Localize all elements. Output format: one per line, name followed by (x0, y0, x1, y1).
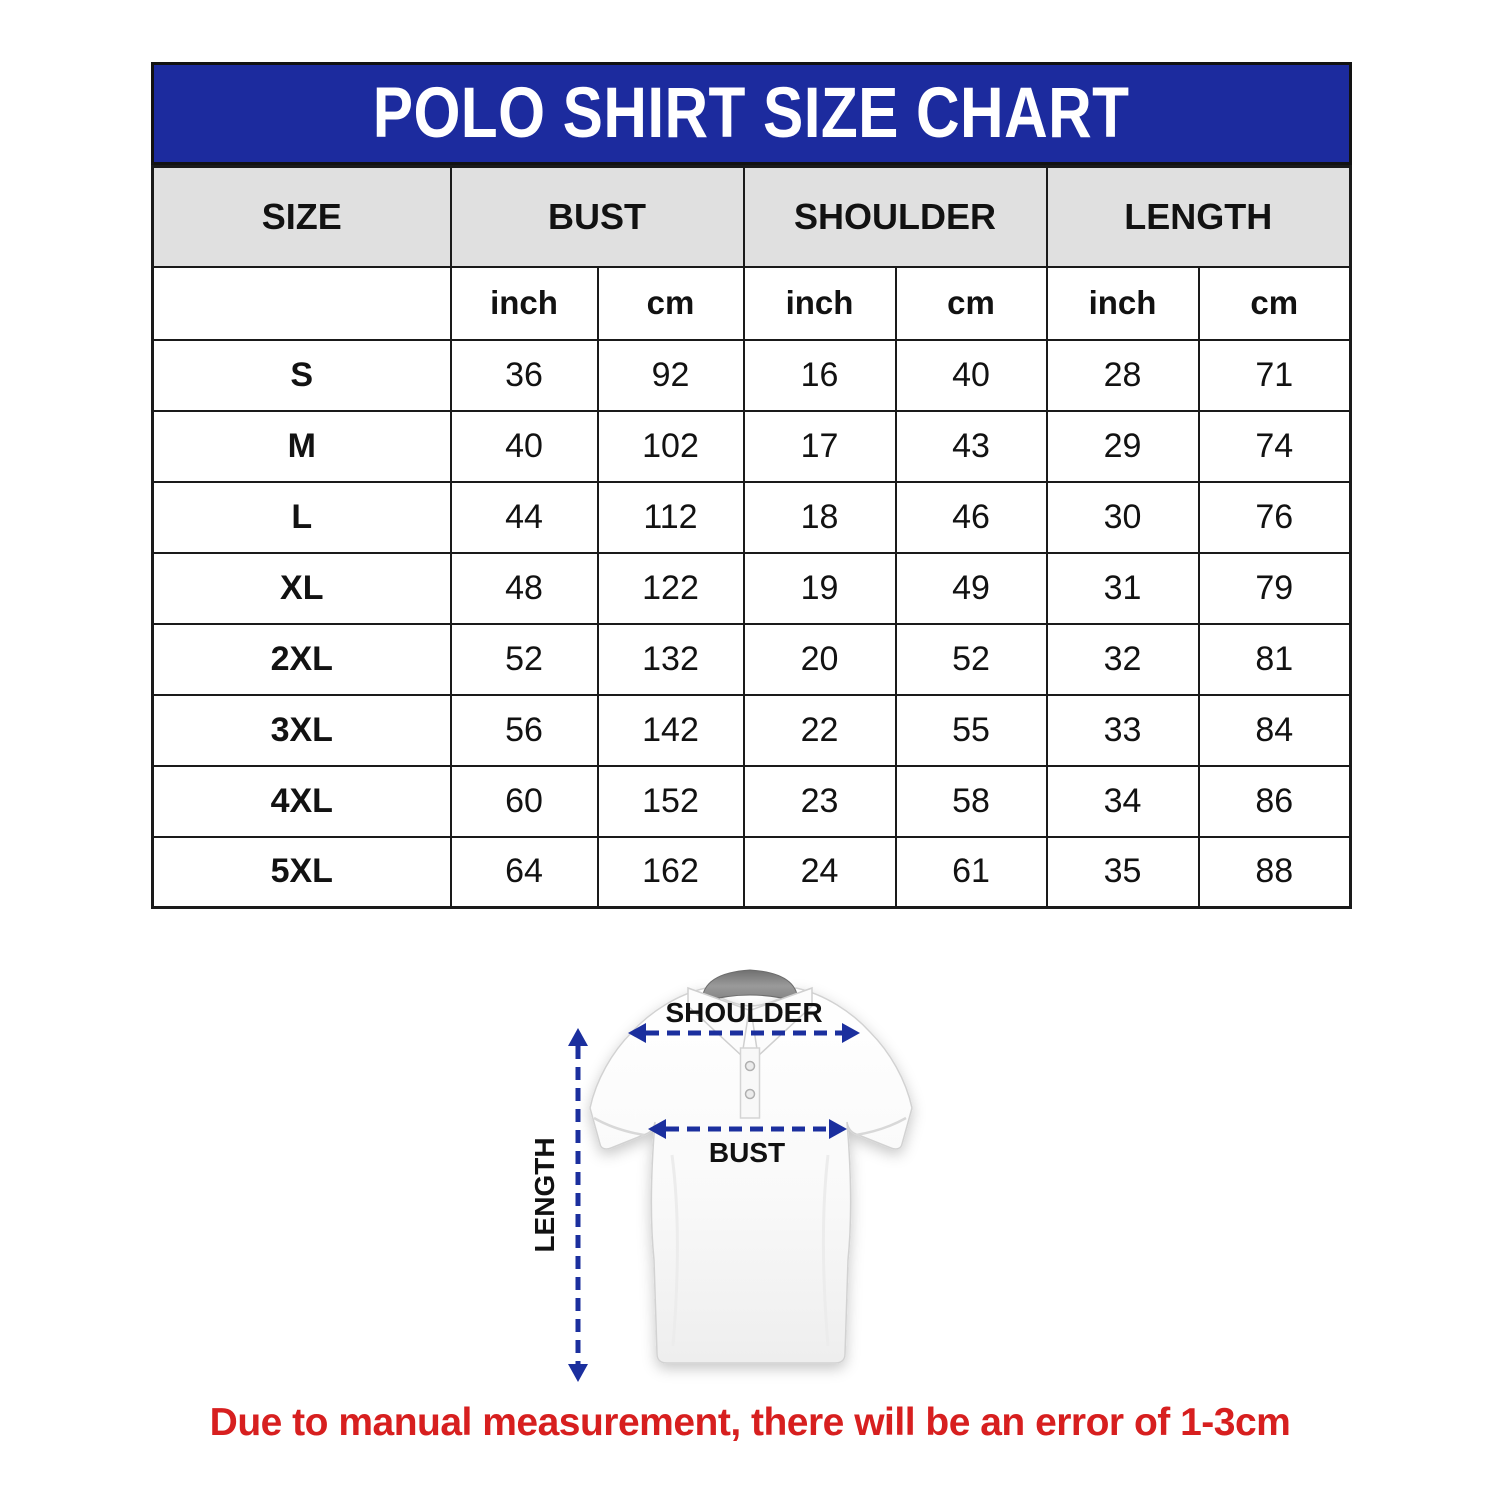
button-icon (744, 1088, 756, 1100)
value-cell: 52 (449, 622, 599, 696)
value-cell: 31 (1045, 551, 1200, 625)
empty-cell (151, 265, 452, 341)
value-cell: 23 (742, 764, 897, 838)
value-cell: 36 (449, 338, 599, 412)
value-cell: 46 (894, 480, 1048, 554)
value-cell: 20 (742, 622, 897, 696)
value-cell: 32 (1045, 622, 1200, 696)
value-cell: 16 (742, 338, 897, 412)
value-cell: 84 (1197, 693, 1352, 767)
unit-cell: cm (596, 265, 745, 341)
value-cell: 132 (596, 622, 745, 696)
length-arrow (568, 1028, 588, 1382)
value-cell: 92 (596, 338, 745, 412)
size-cell: 4XL (151, 764, 452, 838)
size-cell: XL (151, 551, 452, 625)
value-cell: 52 (894, 622, 1048, 696)
value-cell: 34 (1045, 764, 1200, 838)
value-cell: 33 (1045, 693, 1200, 767)
col-header-shoulder: SHOULDER (742, 165, 1048, 268)
table-row: M 40 102 17 43 29 74 (151, 409, 1352, 483)
value-cell: 28 (1045, 338, 1200, 412)
value-cell: 18 (742, 480, 897, 554)
value-cell: 122 (596, 551, 745, 625)
value-cell: 79 (1197, 551, 1352, 625)
value-cell: 56 (449, 693, 599, 767)
size-cell: 5XL (151, 835, 452, 909)
size-chart-table: SIZE BUST SHOULDER LENGTH inch cm inch c… (151, 165, 1353, 909)
value-cell: 22 (742, 693, 897, 767)
value-cell: 40 (449, 409, 599, 483)
value-cell: 19 (742, 551, 897, 625)
value-cell: 142 (596, 693, 745, 767)
unit-cell: inch (1045, 265, 1200, 341)
unit-cell: cm (894, 265, 1048, 341)
value-cell: 35 (1045, 835, 1200, 909)
placket (739, 1047, 761, 1119)
sleeve-seam-right (855, 1116, 907, 1137)
value-cell: 30 (1045, 480, 1200, 554)
size-cell: S (151, 338, 452, 412)
value-cell: 102 (596, 409, 745, 483)
value-cell: 112 (596, 480, 745, 554)
size-cell: 3XL (151, 693, 452, 767)
value-cell: 40 (894, 338, 1048, 412)
page-title: POLO SHIRT SIZE CHART (373, 74, 1130, 153)
value-cell: 55 (894, 693, 1048, 767)
size-cell: L (151, 480, 452, 554)
value-cell: 61 (894, 835, 1048, 909)
value-cell: 71 (1197, 338, 1352, 412)
table-row: XL 48 122 19 49 31 79 (151, 551, 1352, 625)
table-row: 3XL 56 142 22 55 33 84 (151, 693, 1352, 767)
collar-stand (701, 969, 799, 1003)
value-cell: 74 (1197, 409, 1352, 483)
value-cell: 81 (1197, 622, 1352, 696)
table-row: 2XL 52 132 20 52 32 81 (151, 622, 1352, 696)
value-cell: 49 (894, 551, 1048, 625)
value-cell: 88 (1197, 835, 1352, 909)
body-crease-right (821, 1154, 830, 1347)
button-icon (744, 1060, 756, 1072)
polo-shirt-graphic (589, 969, 913, 1364)
unit-cell: inch (742, 265, 897, 341)
value-cell: 60 (449, 764, 599, 838)
table-row: 5XL 64 162 24 61 35 88 (151, 835, 1352, 909)
table-row: L 44 112 18 46 30 76 (151, 480, 1352, 554)
shoulder-label: SHOULDER (665, 997, 822, 1028)
value-cell: 162 (596, 835, 745, 909)
col-header-size: SIZE (151, 165, 452, 268)
table-row: S 36 92 16 40 28 71 (151, 338, 1352, 412)
unit-header-row: inch cm inch cm inch cm (151, 265, 1352, 341)
value-cell: 48 (449, 551, 599, 625)
table-row: 4XL 60 152 23 58 34 86 (151, 764, 1352, 838)
unit-cell: inch (449, 265, 599, 341)
column-group-header-row: SIZE BUST SHOULDER LENGTH (151, 165, 1352, 268)
value-cell: 24 (742, 835, 897, 909)
shoulder-arrow (628, 1023, 860, 1043)
value-cell: 152 (596, 764, 745, 838)
size-cell: 2XL (151, 622, 452, 696)
value-cell: 44 (449, 480, 599, 554)
shirt-body (589, 987, 913, 1364)
body-crease-left (670, 1154, 679, 1347)
value-cell: 29 (1045, 409, 1200, 483)
col-header-bust: BUST (449, 165, 745, 268)
value-cell: 64 (449, 835, 599, 909)
length-label: LENGTH (529, 1137, 560, 1252)
size-cell: M (151, 409, 452, 483)
sleeve-seam-left (593, 1116, 645, 1137)
value-cell: 76 (1197, 480, 1352, 554)
value-cell: 43 (894, 409, 1048, 483)
bust-label: BUST (709, 1137, 785, 1168)
col-header-length: LENGTH (1045, 165, 1352, 268)
value-cell: 58 (894, 764, 1048, 838)
value-cell: 17 (742, 409, 897, 483)
measurement-note: Due to manual measurement, there will be… (209, 1401, 1291, 1444)
title-banner: POLO SHIRT SIZE CHART (151, 62, 1352, 165)
unit-cell: cm (1197, 265, 1352, 341)
bust-arrow (648, 1119, 847, 1139)
shirt-measurement-diagram: SHOULDER BUST LENGTH (520, 950, 980, 1390)
value-cell: 86 (1197, 764, 1352, 838)
